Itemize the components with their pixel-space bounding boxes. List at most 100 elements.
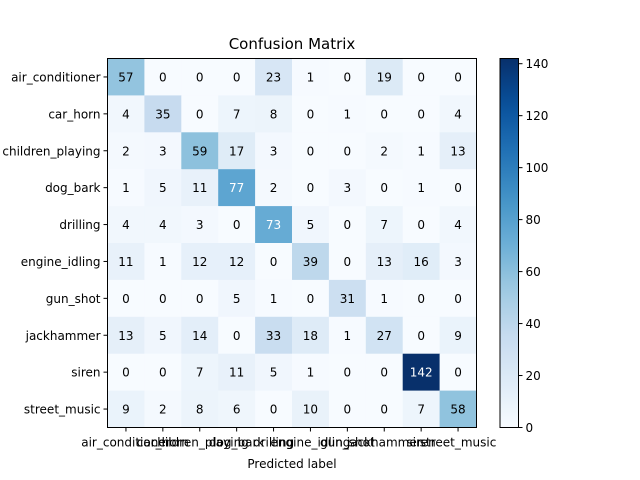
cell-value-label: 3: [270, 144, 278, 158]
cell-value-label: 4: [122, 218, 130, 232]
cell-value-label: 3: [196, 218, 204, 232]
heatmap-cell: [439, 206, 477, 244]
cell-value-label: 13: [377, 255, 392, 269]
heatmap-cell: [402, 243, 441, 281]
cell-value-label: 77: [229, 181, 244, 195]
heatmap-cell: [439, 58, 477, 96]
x-tick-label: gun_shot: [320, 436, 375, 450]
heatmap-cell: [365, 279, 404, 318]
colorbar: [499, 58, 519, 428]
cell-value-label: 0: [454, 292, 462, 306]
cell-value-label: 0: [417, 70, 425, 84]
heatmap-cell: [365, 132, 404, 170]
cell-value-label: 0: [307, 181, 315, 195]
cell-value-label: 2: [380, 144, 388, 158]
cell-value-label: 12: [192, 255, 207, 269]
cell-value-label: 31: [340, 292, 355, 306]
heatmap-cell: [255, 316, 293, 355]
cell-value-label: 0: [380, 366, 388, 380]
heatmap-cell: [181, 353, 219, 392]
cell-value-label: 0: [307, 107, 315, 121]
cell-value-label: 0: [196, 70, 204, 84]
heatmap-cell: [107, 206, 145, 244]
cell-value-label: 3: [344, 181, 352, 195]
chart-title: Confusion Matrix: [229, 35, 356, 53]
heatmap-cell: [292, 95, 330, 133]
heatmap-cell: [402, 279, 441, 318]
cell-value-label: 7: [196, 366, 204, 380]
cell-value-label: 1: [417, 181, 425, 195]
heatmap-cell: [218, 390, 256, 428]
heatmap-cell: [365, 58, 404, 96]
cell-value-label: 39: [303, 255, 318, 269]
cell-value-label: 5: [159, 181, 167, 195]
cell-value-label: 0: [307, 292, 315, 306]
heatmap-cell: [218, 206, 256, 244]
cell-value-label: 1: [122, 181, 130, 195]
heatmap-cell: [292, 390, 330, 428]
y-tick-label: car_horn: [48, 107, 100, 121]
heatmap-cell: [255, 390, 293, 428]
heatmap-cell: [439, 243, 477, 281]
heatmap-cell: [107, 132, 145, 170]
heatmap-cell: [107, 243, 145, 281]
heatmap-cell: [328, 58, 367, 96]
heatmap-cell: [292, 206, 330, 244]
cell-value-label: 0: [233, 70, 241, 84]
cell-value-label: 0: [417, 329, 425, 343]
heatmap-cell: [181, 169, 219, 207]
cell-value-label: 8: [270, 107, 278, 121]
cell-value-label: 27: [377, 329, 392, 343]
heatmap-cell: [402, 353, 441, 392]
heatmap-cell: [292, 169, 330, 207]
cell-value-label: 73: [266, 218, 281, 232]
colorbar-tick-label: 40: [526, 317, 541, 331]
y-tick-label: air_conditioner: [11, 70, 100, 84]
heatmap-cell: [292, 58, 330, 96]
heatmap-cell: [255, 95, 293, 133]
heatmap-cell: [365, 95, 404, 133]
heatmap-cell: [218, 243, 256, 281]
cell-value-label: 1: [380, 292, 388, 306]
cell-value-label: 3: [159, 144, 167, 158]
heatmap-cell: [439, 132, 477, 170]
heatmap-cell: [328, 316, 367, 355]
heatmap-cell: [328, 132, 367, 170]
heatmap-cell: [218, 169, 256, 207]
cell-value-label: 7: [233, 107, 241, 121]
plot-frame: [107, 58, 477, 428]
cell-value-label: 5: [233, 292, 241, 306]
colorbar-tick-label: 120: [526, 109, 549, 123]
heatmap-cell-labels: 57 0 0 0 23 1 0 19 0 04 35 0 7 8 0 1 0 0 42 3 59 17 3 0 0 2 1 131 5 1…: [118, 70, 465, 416]
heatmap-cell: [328, 243, 367, 281]
heatmap-cell: [328, 353, 367, 392]
cell-value-label: 1: [270, 292, 278, 306]
heatmap-cell: [365, 316, 404, 355]
heatmap-cell: [292, 279, 330, 318]
cell-value-label: 0: [270, 403, 278, 417]
heatmap-cell: [402, 132, 441, 170]
cell-value-label: 5: [159, 329, 167, 343]
heatmap-cell: [181, 390, 219, 428]
x-tick-label: children_playing: [151, 436, 249, 450]
heatmap-cell: [181, 132, 219, 170]
heatmap-cell: [292, 316, 330, 355]
cell-value-label: 23: [266, 70, 281, 84]
cell-value-label: 1: [344, 329, 352, 343]
cell-value-label: 6: [233, 403, 241, 417]
x-tick-label: air_conditioner: [81, 436, 170, 450]
heatmap-cell: [292, 353, 330, 392]
heatmap-cell: [181, 95, 219, 133]
cell-value-label: 0: [380, 403, 388, 417]
cell-value-label: 10: [303, 403, 318, 417]
x-tick-label: dog_bark: [209, 436, 264, 450]
heatmap-cell: [107, 390, 145, 428]
heatmap-cell: [144, 279, 182, 318]
cell-value-label: 9: [122, 403, 130, 417]
cell-value-label: 13: [450, 144, 465, 158]
heatmap-cell: [218, 353, 256, 392]
colorbar-tick-label: 0: [526, 421, 534, 435]
cell-value-label: 0: [122, 366, 130, 380]
colorbar-tick-label: 60: [526, 265, 541, 279]
